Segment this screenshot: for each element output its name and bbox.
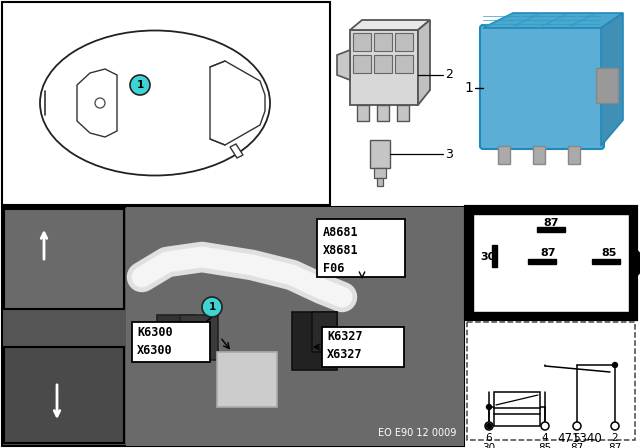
Bar: [377, 105, 389, 121]
Bar: [357, 105, 369, 121]
Bar: [353, 33, 371, 51]
Circle shape: [611, 422, 619, 430]
Bar: [312, 312, 337, 352]
Bar: [374, 55, 392, 73]
Bar: [132, 322, 210, 362]
Bar: [537, 227, 565, 232]
Polygon shape: [350, 20, 430, 30]
Text: 30: 30: [483, 443, 495, 448]
Bar: [596, 68, 618, 103]
Circle shape: [130, 75, 150, 95]
Text: 1: 1: [136, 80, 143, 90]
Text: X6300: X6300: [137, 344, 173, 357]
Bar: [126, 207, 464, 446]
Bar: [494, 392, 540, 408]
Polygon shape: [210, 61, 265, 145]
Bar: [533, 146, 545, 164]
Bar: [494, 414, 540, 426]
Circle shape: [541, 422, 549, 430]
Polygon shape: [337, 50, 350, 80]
Circle shape: [95, 98, 105, 108]
Bar: [528, 259, 556, 264]
FancyBboxPatch shape: [480, 25, 604, 149]
Text: A8681: A8681: [323, 225, 358, 238]
Bar: [492, 245, 497, 267]
Bar: [467, 322, 635, 440]
Text: 87: 87: [543, 218, 559, 228]
Bar: [4, 209, 124, 309]
Text: 87: 87: [570, 443, 584, 448]
Bar: [377, 178, 383, 186]
Bar: [568, 146, 580, 164]
Bar: [498, 146, 510, 164]
Circle shape: [485, 422, 493, 430]
Bar: [317, 219, 405, 277]
Bar: [466, 207, 636, 319]
Text: 2: 2: [612, 433, 618, 443]
Bar: [353, 55, 371, 73]
Bar: [370, 140, 390, 168]
Text: 87: 87: [540, 248, 556, 258]
Circle shape: [486, 423, 492, 428]
Bar: [322, 327, 404, 367]
Text: 87: 87: [609, 443, 621, 448]
Bar: [2, 2, 330, 205]
Polygon shape: [418, 20, 430, 105]
Polygon shape: [77, 69, 117, 137]
Text: 30: 30: [481, 252, 495, 262]
Circle shape: [612, 362, 618, 367]
Circle shape: [486, 405, 492, 409]
Ellipse shape: [40, 30, 270, 176]
Bar: [374, 168, 386, 178]
Bar: [395, 33, 413, 51]
Bar: [397, 105, 409, 121]
Bar: [2, 207, 464, 446]
Text: K6327: K6327: [327, 331, 363, 344]
Text: 2: 2: [445, 69, 453, 82]
Text: 6: 6: [486, 433, 492, 443]
Bar: [157, 315, 195, 360]
Polygon shape: [483, 13, 623, 28]
Polygon shape: [601, 13, 623, 146]
Text: 4: 4: [541, 433, 548, 443]
Text: F06: F06: [323, 262, 344, 275]
Text: 85: 85: [602, 248, 617, 258]
Text: 5: 5: [573, 433, 580, 443]
Text: X6327: X6327: [327, 349, 363, 362]
Text: 85: 85: [538, 443, 552, 448]
Text: 471340: 471340: [557, 431, 602, 444]
Circle shape: [573, 422, 581, 430]
Text: X8681: X8681: [323, 244, 358, 257]
Bar: [4, 347, 124, 443]
Text: 3: 3: [445, 147, 453, 160]
Text: 1: 1: [464, 81, 473, 95]
Text: 1: 1: [209, 302, 216, 312]
Polygon shape: [636, 249, 640, 277]
Bar: [180, 315, 218, 360]
Polygon shape: [230, 144, 243, 158]
Bar: [592, 259, 620, 264]
Bar: [374, 33, 392, 51]
Bar: [473, 214, 629, 312]
Text: K6300: K6300: [137, 326, 173, 339]
Circle shape: [202, 297, 222, 317]
Bar: [395, 55, 413, 73]
Text: EO E90 12 0009: EO E90 12 0009: [378, 428, 456, 438]
Bar: [292, 312, 337, 370]
Bar: [350, 30, 418, 105]
Bar: [217, 352, 277, 407]
